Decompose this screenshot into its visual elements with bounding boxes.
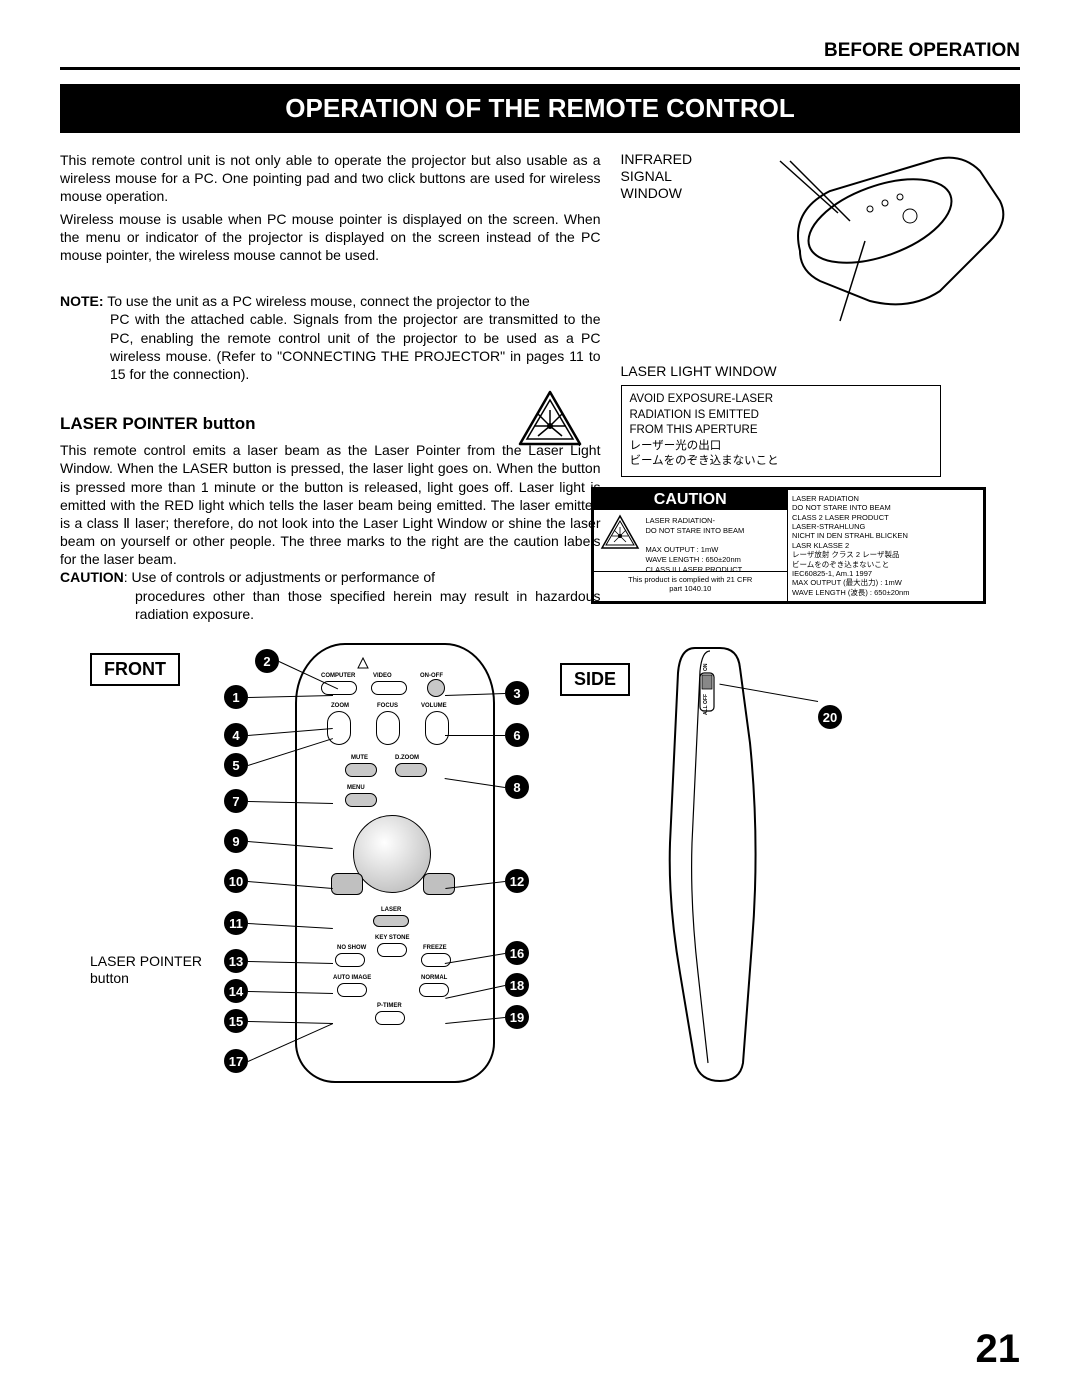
- switch-off-label: ALL OFF: [703, 694, 709, 715]
- autoimage-label: AUTO IMAGE: [333, 975, 371, 981]
- callout-6: 6: [505, 723, 529, 747]
- caution-label-inline: CAUTION: [60, 569, 124, 585]
- laser-body: This remote control emits a laser beam a…: [60, 441, 601, 568]
- callout-11: 11: [224, 911, 248, 935]
- callout-17: 17: [224, 1049, 248, 1073]
- callout-12: 12: [505, 869, 529, 893]
- callout-5: 5: [224, 753, 248, 777]
- menu-label: MENU: [347, 785, 365, 791]
- zoom-label: ZOOM: [331, 703, 349, 709]
- callout-20: 20: [818, 705, 842, 729]
- ptimer-label: P-TIMER: [377, 1003, 402, 1009]
- callout-13: 13: [224, 949, 248, 973]
- caution-box: CAUTION LASER RADIATION- DO NOT ST: [591, 487, 986, 604]
- video-label: VIDEO: [373, 673, 392, 679]
- onoff-label: ON-OFF: [420, 673, 443, 679]
- laser-btn-label: LASER: [381, 907, 401, 913]
- keystone-label: KEY STONE: [375, 935, 409, 941]
- laser-pointer-caption: LASER POINTER button: [90, 953, 202, 987]
- callout-15: 15: [224, 1009, 248, 1033]
- mute-label: MUTE: [351, 755, 368, 761]
- section-header: BEFORE OPERATION: [60, 40, 1020, 62]
- switch-on-label: ON: [703, 663, 709, 671]
- remote-front-illustration: COMPUTER VIDEO ON-OFF ZOOM FOCUS VOLUME …: [295, 643, 495, 1083]
- caution-paragraph: CAUTION: Use of controls or adjustments …: [60, 568, 601, 623]
- callout-1: 1: [224, 685, 248, 709]
- front-label: FRONT: [90, 653, 180, 686]
- divider: [60, 67, 1020, 70]
- callout-9: 9: [224, 829, 248, 853]
- volume-label: VOLUME: [421, 703, 447, 709]
- intro-paragraph-2: Wireless mouse is usable when PC mouse p…: [60, 210, 601, 265]
- intro-paragraph-1: This remote control unit is not only abl…: [60, 151, 601, 206]
- normal-label: NORMAL: [421, 975, 447, 981]
- caution-rest: procedures other than those specified he…: [60, 587, 601, 623]
- infrared-label: INFRARED SIGNAL WINDOW: [621, 151, 693, 201]
- freeze-label: FREEZE: [423, 945, 447, 951]
- callout-14: 14: [224, 979, 248, 1003]
- hand-remote-illustration: [760, 121, 1020, 331]
- caution-left-mid-text: LASER RADIATION- DO NOT STARE INTO BEAM …: [646, 516, 745, 575]
- note-body-rest: PC with the attached cable. Signals from…: [60, 310, 601, 383]
- caution-box-title: CAUTION: [594, 490, 788, 510]
- laser-warning-icon: [357, 657, 369, 669]
- caution-left-bot-text: This product is complied with 21 CFR par…: [594, 572, 788, 596]
- callout-10: 10: [224, 869, 248, 893]
- callout-19: 19: [505, 1005, 529, 1029]
- callout-16: 16: [505, 941, 529, 965]
- dzoom-label: D.ZOOM: [395, 755, 419, 761]
- note-block: NOTE: To use the unit as a PC wireless m…: [60, 292, 601, 383]
- computer-label: COMPUTER: [321, 673, 355, 679]
- laser-warning-icon: [600, 514, 640, 550]
- noshow-label: NO SHOW: [337, 945, 366, 951]
- callout-18: 18: [505, 973, 529, 997]
- exposure-warning-box: AVOID EXPOSURE-LASER RADIATION IS EMITTE…: [621, 385, 941, 477]
- note-label: NOTE:: [60, 293, 104, 309]
- side-label: SIDE: [560, 663, 630, 696]
- remote-side-illustration: ON ALL OFF: [640, 643, 800, 1083]
- laser-warning-icon: [518, 390, 582, 446]
- caution-right-text: LASER RADIATION DO NOT STARE INTO BEAM C…: [788, 490, 983, 601]
- laser-light-window-label: LASER LIGHT WINDOW: [621, 363, 1021, 379]
- focus-label: FOCUS: [377, 703, 398, 709]
- callout-8: 8: [505, 775, 529, 799]
- caution-first: : Use of controls or adjustments or perf…: [124, 569, 435, 585]
- page-number: 21: [976, 1327, 1021, 1372]
- note-body-first: To use the unit as a PC wireless mouse, …: [107, 293, 530, 309]
- callout-4: 4: [224, 723, 248, 747]
- callout-3: 3: [505, 681, 529, 705]
- callout-7: 7: [224, 789, 248, 813]
- callout-2: 2: [255, 649, 279, 673]
